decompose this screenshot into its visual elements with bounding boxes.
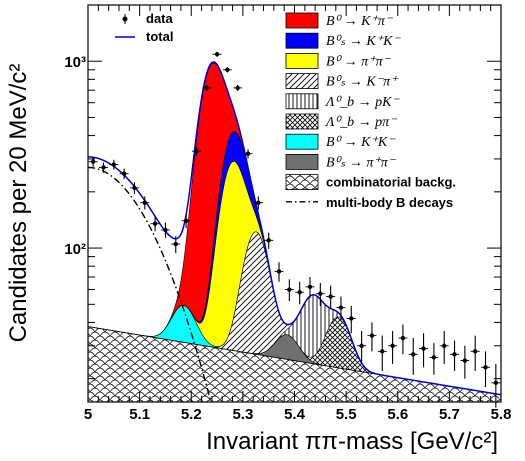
data-point — [359, 343, 364, 348]
x-tick-label: 5.5 — [336, 406, 357, 423]
legend-label-lbppi: Λ⁰_b → pπ⁻ — [324, 115, 398, 130]
y-tick-label: 10³ — [64, 54, 86, 71]
data-point — [369, 333, 375, 338]
data-points — [88, 51, 501, 408]
data-point — [380, 349, 385, 354]
data-point — [101, 165, 106, 170]
axis-ticks — [87, 4, 502, 402]
x-tick-label: 5.4 — [284, 406, 306, 423]
data-point — [318, 291, 323, 296]
legend-label-bkpi: B⁰ → K⁺π⁻ — [326, 14, 394, 29]
data-point — [183, 218, 189, 223]
data-point — [142, 200, 147, 205]
legend-swatch-comb — [285, 174, 319, 191]
legend-swatch-bskpi — [285, 73, 319, 89]
data-point — [266, 238, 271, 243]
data-point — [442, 343, 447, 348]
data-point — [245, 151, 251, 156]
data-point — [132, 185, 137, 191]
data-point — [338, 305, 344, 310]
legend: data total B⁰ → K⁺π⁻ B⁰ₛ → K⁺K⁻ B⁰ → π⁺π⁻ B⁰ₛ… — [115, 11, 456, 210]
plot-lines — [88, 61, 501, 402]
legend-swatch-bskk — [285, 32, 319, 49]
data-point — [472, 349, 478, 354]
data-point — [111, 162, 117, 167]
legend-swatch-bkpi — [285, 12, 319, 29]
legend-label-bspipi: B⁰ₛ → π⁺π⁻ — [326, 155, 397, 170]
data-point — [287, 287, 292, 292]
data-point — [173, 241, 178, 247]
legend-label-bskpi: B⁰ₛ → K⁻π⁺ — [326, 75, 399, 90]
x-tick-label: 5.2 — [181, 406, 202, 423]
data-point — [390, 343, 395, 348]
data-point — [307, 284, 313, 290]
legend-label-bkk: B⁰ → K⁺K⁻ — [326, 135, 396, 150]
total-curve — [88, 61, 501, 396]
legend-swatch-lbpk — [285, 93, 319, 110]
legend-swatch-bkk — [285, 133, 319, 150]
tick-labels: 5 5.1 5.2 5.3 5.4 5.5 5.6 5.7 5.8 10² 10³ — [64, 54, 511, 423]
x-axis-title: Invariant ππ-mass [GeV/c²] — [206, 428, 498, 455]
legend-label-bpipi: B⁰ → π⁺π⁻ — [326, 54, 392, 69]
data-point — [194, 148, 199, 154]
y-tick-label: 10² — [64, 241, 86, 258]
data-point — [483, 365, 488, 370]
legend-swatch-lbppi — [285, 113, 319, 130]
x-tick-label: 5 — [84, 406, 92, 423]
x-tick-label: 5.3 — [232, 406, 253, 423]
data-point — [400, 335, 406, 341]
data-point — [204, 85, 209, 91]
data-point — [452, 352, 457, 357]
plot-areas — [88, 62, 501, 402]
data-point — [256, 200, 261, 205]
legend-label-comb: combinatorial backg. — [326, 175, 456, 190]
legend-label-data: data — [146, 11, 174, 26]
data-point — [225, 67, 230, 72]
x-tick-label: 5.6 — [387, 406, 408, 423]
data-point — [411, 352, 416, 357]
data-point — [462, 358, 468, 363]
data-point — [421, 346, 426, 351]
legend-label-lbpk: Λ⁰_b → pK⁻ — [324, 95, 400, 110]
data-point — [493, 380, 499, 386]
x-tick-label: 5.7 — [439, 406, 460, 423]
legend-label-bskk: B⁰ₛ → K⁺K⁻ — [326, 34, 401, 49]
y-axis-title: Candidates per 20 MeV/c² — [5, 64, 32, 343]
data-point — [431, 355, 437, 360]
x-tick-label: 5.1 — [129, 406, 150, 423]
data-point — [349, 316, 354, 321]
data-point — [121, 171, 127, 176]
data-point — [328, 294, 333, 299]
data-point — [276, 269, 282, 274]
legend-swatch-bspipi — [285, 153, 319, 170]
data-point — [163, 227, 168, 233]
data-point — [297, 290, 302, 295]
legend-label-multibody: multi-body B decays — [326, 195, 453, 210]
legend-label-total: total — [146, 29, 173, 44]
data-point — [90, 159, 96, 164]
data-point — [152, 221, 158, 226]
x-tick-label: 5.8 — [491, 406, 512, 423]
data-point — [235, 85, 240, 91]
legend-swatch-bpipi — [285, 53, 319, 69]
data-point — [214, 52, 220, 57]
